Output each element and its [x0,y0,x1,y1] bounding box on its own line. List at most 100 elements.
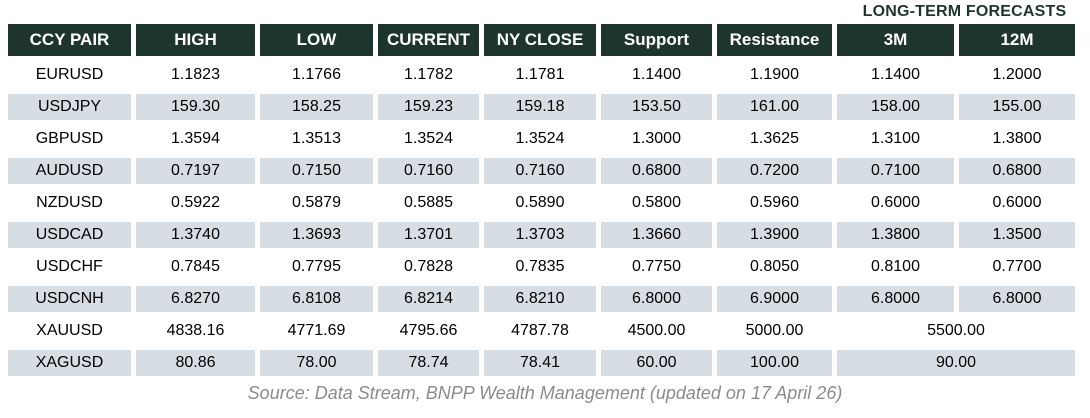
value-cell: 0.5960 [750,194,799,211]
table-row: USDCNH 6.8270 6.8108 6.8214 6.8210 6.8000 6.90… [8,286,1075,312]
table-row: USDCHF 0.7845 0.7795 0.7828 0.7835 0.7750 0.80… [8,254,1075,280]
value-cell: 6.8000 [601,286,712,312]
value-cell: 0.7200 [717,158,832,184]
value-cell: 4838.16 [166,322,225,339]
value-cell: 1.3000 [632,130,681,147]
table-row: XAUUSD 4838.16 4771.69 4795.66 4787.78 4500.0… [8,318,1075,344]
long-term-forecasts-caption: LONG-TERM FORECASTS [862,3,1067,20]
value-cell: 0.5890 [515,194,565,211]
value-cell: 78.41 [484,350,596,376]
merged-forecast-cell: 90.00 [837,350,1075,376]
value-cell: 0.7795 [292,258,341,275]
ccy-pair-cell: AUDUSD [8,158,131,184]
value-cell: 153.50 [601,94,712,120]
value-cell: 1.3660 [601,222,712,248]
value-cell: 6.8000 [837,286,954,312]
value-cell: 0.7700 [992,258,1042,275]
table-row: XAGUSD 80.86 78.00 78.74 78.41 60.00 100.00 90.… [8,350,1075,376]
value-cell: 155.00 [959,94,1075,120]
value-cell: 1.3900 [717,222,832,248]
col-header-3m: 3M [837,24,954,56]
value-cell: 159.23 [378,94,479,120]
ccy-pair-cell: XAGUSD [8,350,131,376]
col-header-ccy-pair: CCY PAIR [8,24,131,56]
value-cell: 60.00 [601,350,712,376]
ccy-pair-cell: USDCHF [36,258,103,275]
ccy-pair-cell: GBPUSD [35,130,104,147]
value-cell: 1.3701 [378,222,479,248]
col-header-current: CURRENT [378,24,479,56]
value-cell: 158.25 [260,94,373,120]
ccy-pair-cell: USDCAD [8,222,131,248]
merged-forecast-cell: 5500.00 [927,322,985,339]
value-cell: 0.6000 [992,194,1042,211]
value-cell: 0.7197 [136,158,255,184]
value-cell: 1.3524 [515,130,565,147]
col-header-low: LOW [260,24,373,56]
value-cell: 0.6800 [601,158,712,184]
value-cell: 78.74 [378,350,479,376]
table-row: AUDUSD 0.7197 0.7150 0.7160 0.7160 0.6800 0.72… [8,158,1075,184]
value-cell: 1.3693 [260,222,373,248]
ccy-pair-cell: USDCNH [8,286,131,312]
value-cell: 1.3513 [292,130,341,147]
value-cell: 0.7845 [171,258,220,275]
value-cell: 0.7100 [837,158,954,184]
table-body: EURUSD 1.1823 1.1766 1.1782 1.1781 1.1400 1.19… [8,62,1075,376]
ccy-pair-cell: NZDUSD [36,194,103,211]
col-header-support: Support [601,24,712,56]
value-cell: 1.3100 [871,130,920,147]
value-cell: 4787.78 [511,322,569,339]
value-cell: 0.6000 [871,194,920,211]
value-cell: 161.00 [717,94,832,120]
table-row: GBPUSD 1.3594 1.3513 1.3524 1.3524 1.3000 1.36… [8,126,1075,152]
table-row: USDJPY 159.30 158.25 159.23 159.18 153.50 161.… [8,94,1075,120]
value-cell: 0.6800 [959,158,1075,184]
value-cell: 0.8100 [871,258,920,275]
value-cell: 1.1400 [871,66,920,83]
value-cell: 1.3524 [404,130,453,147]
value-cell: 80.86 [136,350,255,376]
value-cell: 78.00 [260,350,373,376]
value-cell: 4771.69 [287,322,346,339]
value-cell: 0.7150 [260,158,373,184]
value-cell: 6.8000 [959,286,1075,312]
col-header-high: HIGH [136,24,255,56]
value-cell: 6.8214 [378,286,479,312]
value-cell: 1.1823 [171,66,220,83]
value-cell: 159.30 [136,94,255,120]
col-header-resistance: Resistance [717,24,832,56]
value-cell: 4500.00 [627,322,686,339]
value-cell: 1.3740 [136,222,255,248]
value-cell: 4795.66 [399,322,458,339]
value-cell: 158.00 [837,94,954,120]
value-cell: 5000.00 [745,322,804,339]
value-cell: 1.1400 [632,66,681,83]
value-cell: 1.1781 [515,66,565,83]
value-cell: 159.18 [484,94,596,120]
table-row: NZDUSD 0.5922 0.5879 0.5885 0.5890 0.5800 0.59… [8,190,1075,216]
value-cell: 0.7160 [484,158,596,184]
value-cell: 1.3625 [750,130,799,147]
value-cell: 0.7160 [378,158,479,184]
value-cell: 0.5879 [292,194,341,211]
value-cell: 0.7750 [632,258,681,275]
ccy-pair-cell: XAUUSD [36,322,103,339]
value-cell: 1.2000 [992,66,1042,83]
value-cell: 0.5922 [171,194,220,211]
value-cell: 6.8108 [260,286,373,312]
table-row: USDCAD 1.3740 1.3693 1.3701 1.3703 1.3660 1.39… [8,222,1075,248]
value-cell: 0.8050 [750,258,799,275]
value-cell: 1.3500 [959,222,1075,248]
value-cell: 100.00 [717,350,832,376]
col-header-ny-close: NY CLOSE [484,24,596,56]
value-cell: 1.1900 [750,66,799,83]
value-cell: 1.3703 [484,222,596,248]
ccy-pair-cell: USDJPY [8,94,131,120]
source-note: Source: Data Stream, BNPP Wealth Managem… [247,383,843,403]
fx-forecast-table: CCY PAIR HIGH LOW CURRENT NY CLOSE Suppo… [3,18,1080,382]
value-cell: 0.7828 [404,258,453,275]
table-row: EURUSD 1.1823 1.1766 1.1782 1.1781 1.1400 1.19… [8,62,1075,88]
col-header-12m: 12M [959,24,1075,56]
